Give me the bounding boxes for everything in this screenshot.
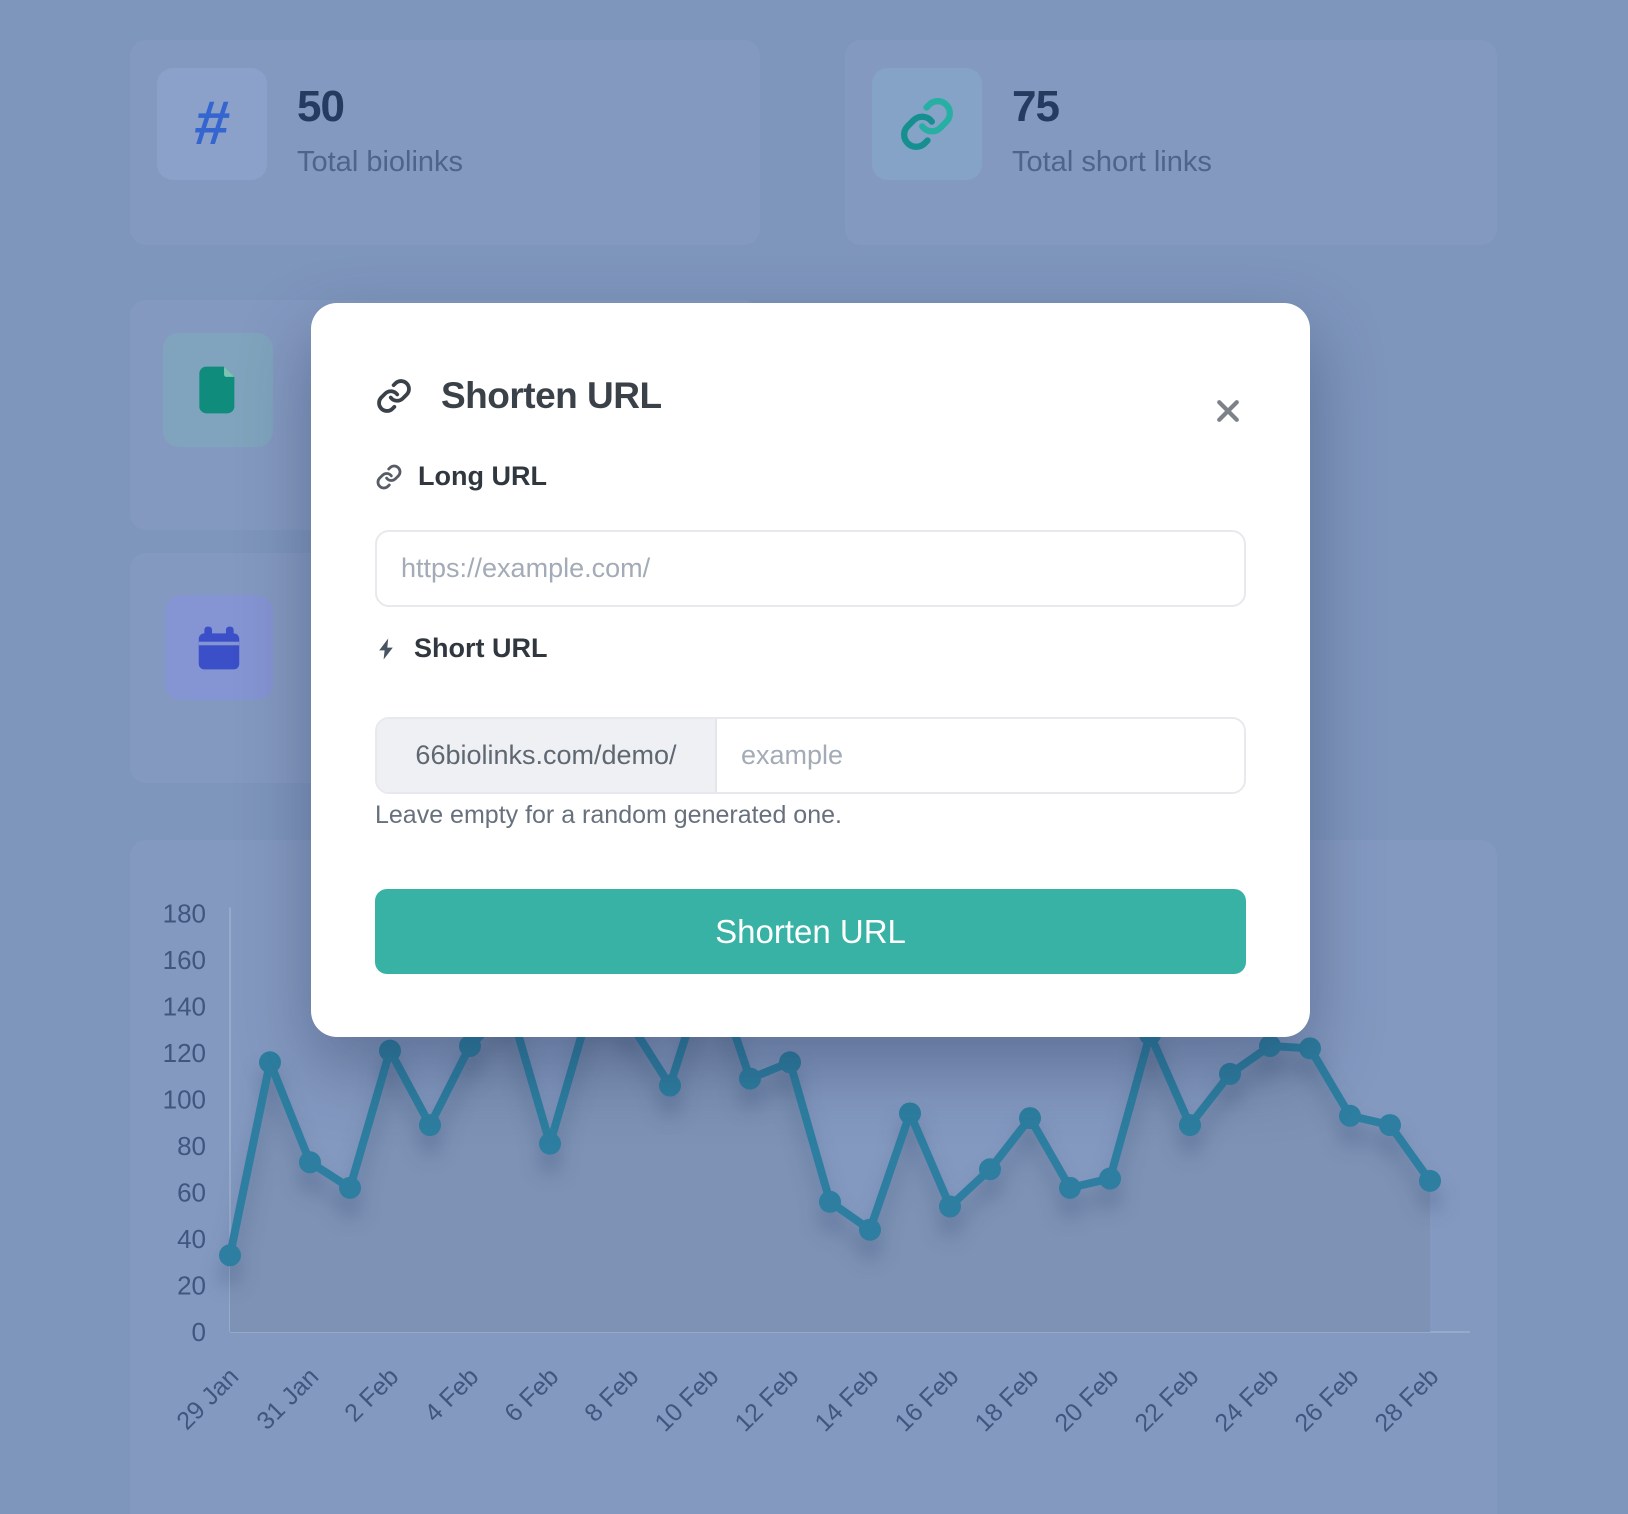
svg-text:16 Feb: 16 Feb [889, 1362, 964, 1437]
link-icon [872, 68, 982, 180]
svg-text:40: 40 [177, 1224, 206, 1254]
shorten-url-modal: Shorten URL Long URL [311, 303, 1310, 1037]
svg-text:100: 100 [163, 1085, 206, 1115]
close-icon [1213, 396, 1243, 426]
link-icon [375, 377, 413, 415]
shorten-url-button[interactable]: Shorten URL [375, 889, 1246, 974]
svg-text:20: 20 [177, 1271, 206, 1301]
long-url-label: Long URL [375, 461, 547, 492]
svg-text:60: 60 [177, 1178, 206, 1208]
short-url-prefix: 66biolinks.com/demo/ [377, 719, 717, 792]
svg-text:20 Feb: 20 Feb [1049, 1362, 1124, 1437]
svg-text:140: 140 [163, 992, 206, 1022]
svg-text:14 Feb: 14 Feb [809, 1362, 884, 1437]
svg-text:26 Feb: 26 Feb [1289, 1362, 1364, 1437]
document-icon [163, 333, 273, 447]
calendar-icon [165, 595, 273, 700]
stat-card-biolinks: # 50 Total biolinks [130, 40, 760, 245]
biolinks-label: Total biolinks [297, 146, 464, 178]
shortlinks-label: Total short links [1012, 146, 1212, 178]
svg-text:8 Feb: 8 Feb [579, 1362, 644, 1427]
svg-text:180: 180 [163, 899, 206, 929]
close-button[interactable] [1204, 387, 1252, 435]
svg-text:160: 160 [163, 945, 206, 975]
svg-text:29 Jan: 29 Jan [171, 1362, 244, 1435]
shortlinks-count: 75 [1012, 82, 1060, 131]
svg-text:80: 80 [177, 1131, 206, 1161]
link-icon [375, 463, 403, 491]
stat-card-shortlinks: 75 Total short links [845, 40, 1497, 245]
svg-text:0: 0 [192, 1317, 206, 1347]
bolt-icon [375, 635, 399, 663]
svg-text:2 Feb: 2 Feb [339, 1362, 404, 1427]
svg-text:18 Feb: 18 Feb [969, 1362, 1044, 1437]
hashtag-icon: # [157, 68, 267, 180]
short-url-input[interactable] [717, 719, 1244, 792]
short-url-label: Short URL [375, 633, 547, 664]
biolinks-count: 50 [297, 82, 345, 131]
svg-text:28 Feb: 28 Feb [1369, 1362, 1444, 1437]
clicks-line-chart[interactable]: 0 20 40 60 80 100 120 140 160 180 29 Jan 31 Jan 2 Fe… [130, 840, 1497, 1514]
svg-text:12 Feb: 12 Feb [729, 1362, 804, 1437]
svg-text:6 Feb: 6 Feb [499, 1362, 564, 1427]
svg-text:31 Jan: 31 Jan [251, 1362, 324, 1435]
modal-header: Shorten URL [375, 375, 662, 417]
short-url-helper: Leave empty for a random generated one. [375, 801, 842, 829]
svg-text:120: 120 [163, 1038, 206, 1068]
svg-text:4 Feb: 4 Feb [419, 1362, 484, 1427]
svg-text:24 Feb: 24 Feb [1209, 1362, 1284, 1437]
modal-title: Shorten URL [441, 375, 662, 416]
short-url-group: 66biolinks.com/demo/ [375, 717, 1246, 794]
svg-text:10 Feb: 10 Feb [649, 1362, 724, 1437]
long-url-input[interactable] [375, 530, 1246, 607]
svg-text:22 Feb: 22 Feb [1129, 1362, 1204, 1437]
